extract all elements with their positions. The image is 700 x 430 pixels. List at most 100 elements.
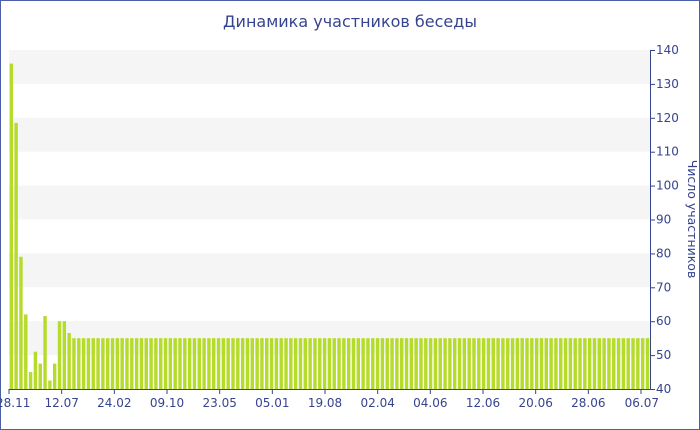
bar (62, 321, 67, 389)
bar (9, 63, 14, 390)
bar (414, 338, 418, 389)
x-tick-label: 09.10 (150, 396, 184, 410)
bar (525, 338, 529, 389)
bar (19, 256, 23, 389)
bar (631, 338, 635, 389)
bar (428, 338, 433, 389)
bar (563, 338, 568, 389)
bar (433, 338, 438, 389)
bar (380, 338, 385, 389)
bar (33, 351, 38, 389)
bar (120, 338, 124, 389)
bar (621, 338, 626, 389)
bar (274, 338, 279, 389)
bar (48, 380, 52, 389)
bar (375, 338, 380, 389)
bar (452, 338, 457, 389)
chart-title: Динамика участников беседы (223, 12, 477, 31)
y-tick-label: 90 (656, 213, 671, 227)
bar (578, 338, 582, 389)
bar (424, 338, 428, 389)
bar (404, 338, 409, 389)
bar (216, 338, 221, 389)
bar (549, 338, 553, 389)
bar (52, 363, 57, 389)
bar (530, 338, 534, 389)
bar (366, 338, 370, 389)
bar (144, 338, 148, 389)
y-tick-label: 100 (656, 179, 679, 193)
bar (520, 338, 524, 389)
bar (154, 338, 158, 389)
bar (587, 338, 592, 389)
x-tick-label: 20.06 (518, 396, 552, 410)
bar (419, 338, 423, 389)
bar (236, 338, 240, 389)
bar (332, 338, 336, 389)
x-tick-label: 12.06 (466, 396, 500, 410)
bar (260, 338, 264, 389)
bar (269, 338, 274, 389)
bar (231, 338, 235, 389)
x-tick-label: 12.07 (44, 396, 78, 410)
bar (28, 372, 33, 389)
grid-band (9, 185, 650, 220)
bar (163, 338, 168, 389)
bar (457, 338, 462, 389)
y-tick-label: 110 (656, 145, 679, 159)
bar (361, 338, 365, 389)
bar (265, 338, 269, 389)
bar (337, 338, 341, 389)
bar (318, 338, 322, 389)
bar (399, 338, 404, 389)
bar (491, 338, 495, 389)
y-tick-label: 120 (656, 111, 679, 125)
bar (346, 338, 351, 389)
bar (183, 338, 187, 389)
bar (515, 338, 520, 389)
bar (481, 338, 486, 389)
bar (38, 363, 42, 389)
bar (616, 338, 621, 389)
bar (308, 338, 312, 389)
bar (607, 338, 611, 389)
bar (192, 338, 197, 389)
y-tick-labels: 40 50 60 70 80 90 100 110 120 130 140 (650, 43, 679, 396)
bar (472, 338, 476, 389)
grid-band (9, 253, 650, 288)
bar (130, 338, 134, 389)
x-tick-label: 05.01 (255, 396, 289, 410)
bar (168, 338, 173, 389)
bar (105, 338, 110, 389)
x-tick-label: 28.06 (571, 396, 605, 410)
bar (240, 338, 245, 389)
bar (322, 338, 327, 389)
bar (110, 338, 115, 389)
bar (544, 338, 548, 389)
x-tick-label: 19.08 (308, 396, 342, 410)
bar (501, 338, 505, 389)
x-tick-label: 23.05 (202, 396, 236, 410)
bar (510, 338, 515, 389)
bar (385, 338, 389, 389)
bar (568, 338, 573, 389)
bar (221, 338, 226, 389)
bar (43, 316, 47, 389)
bar (293, 338, 298, 389)
bar (298, 338, 303, 389)
bar (207, 338, 211, 389)
bar (202, 338, 206, 389)
y-tick-label: 60 (656, 314, 671, 328)
bar (602, 338, 606, 389)
bar (279, 338, 283, 389)
bar (477, 338, 481, 389)
bar (72, 338, 76, 389)
bar (409, 338, 414, 389)
bar (212, 338, 216, 389)
bar (134, 338, 139, 389)
x-tick-label: 06.07 (625, 396, 659, 410)
x-tick-label: 02.04 (360, 396, 394, 410)
bar (178, 338, 182, 389)
bar (390, 338, 394, 389)
